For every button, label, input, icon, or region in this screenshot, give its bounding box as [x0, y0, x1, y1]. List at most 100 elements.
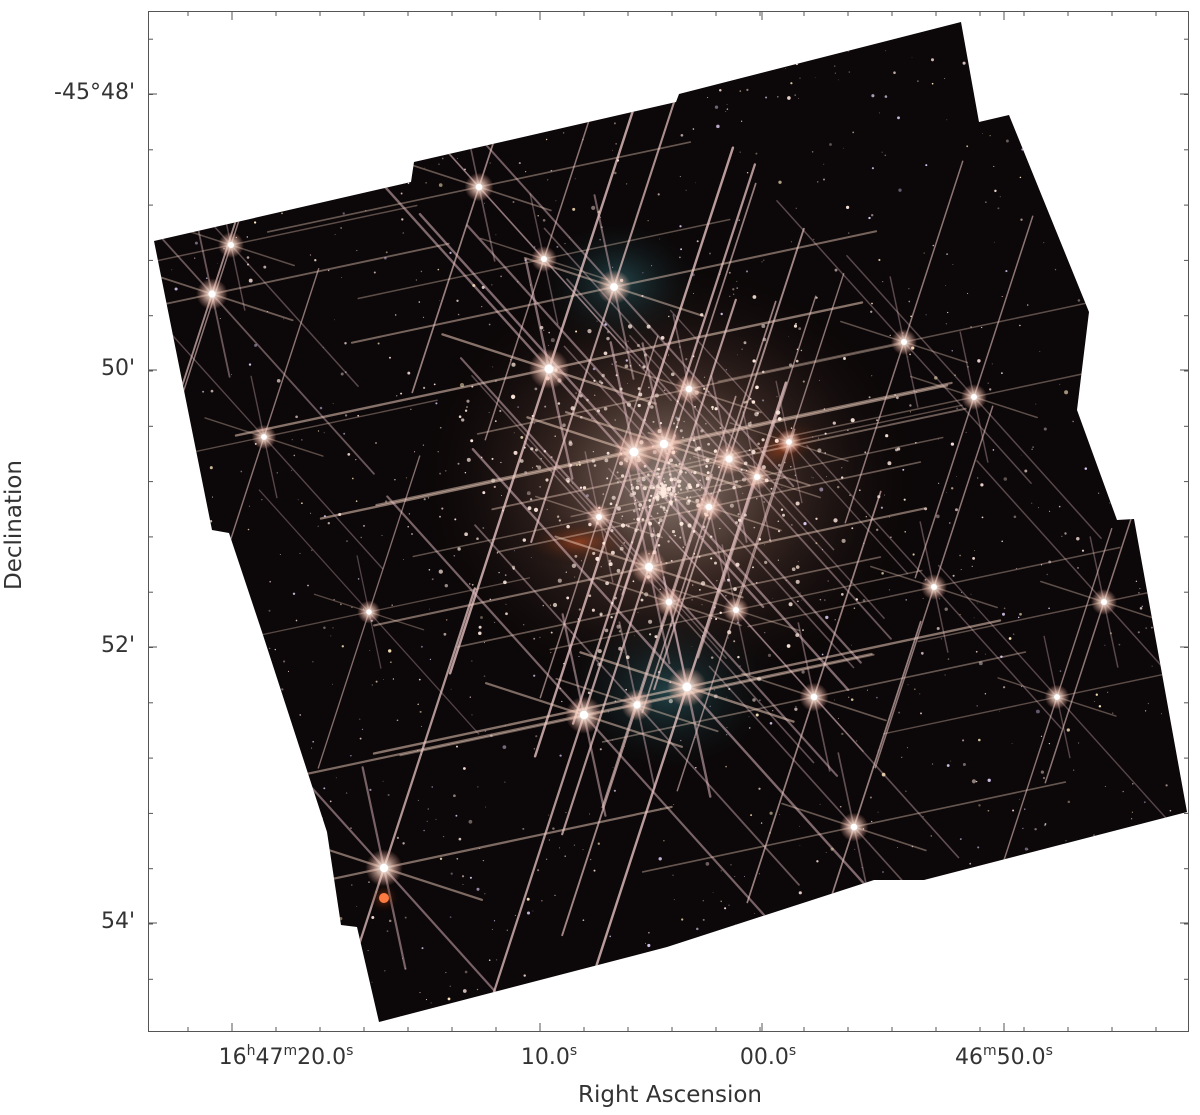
cluster-star [597, 662, 601, 667]
faint-star [1008, 637, 1012, 640]
faint-star [1064, 390, 1069, 395]
faint-star [909, 411, 911, 413]
faint-star [304, 89, 306, 91]
faint-star [760, 822, 763, 824]
faint-star [945, 491, 947, 493]
faint-star [295, 415, 298, 419]
faint-star [575, 330, 578, 333]
cluster-star [567, 480, 570, 483]
faint-star [659, 588, 661, 591]
cluster-star [606, 451, 610, 455]
faint-star [357, 414, 360, 417]
faint-star [215, 964, 218, 967]
faint-star [501, 495, 502, 497]
faint-star [585, 494, 589, 498]
faint-star [1096, 98, 1100, 102]
faint-star [980, 483, 984, 487]
faint-star [315, 188, 318, 190]
faint-star [684, 297, 686, 299]
faint-star [680, 739, 682, 742]
cluster-star [700, 486, 703, 489]
faint-star [823, 408, 826, 410]
cluster-star [687, 499, 690, 502]
faint-star [174, 287, 178, 291]
cluster-star [669, 477, 674, 482]
faint-star [248, 26, 250, 28]
cluster-star [570, 406, 575, 411]
cluster-star [648, 633, 652, 636]
faint-star [1001, 540, 1004, 543]
faint-star [790, 82, 793, 85]
faint-star [913, 688, 916, 691]
faint-star [615, 143, 617, 145]
faint-star [1145, 627, 1148, 629]
faint-star [1169, 1008, 1172, 1010]
cluster-star [851, 527, 854, 530]
cluster-star [582, 486, 587, 490]
cluster-star [667, 488, 669, 490]
faint-star [435, 402, 438, 405]
faint-star [970, 325, 973, 329]
faint-star [156, 918, 159, 921]
faint-star [856, 1023, 857, 1024]
faint-star [1082, 185, 1084, 187]
cluster-star [775, 410, 781, 415]
faint-star [1022, 1011, 1024, 1013]
faint-star [484, 202, 485, 204]
faint-star [174, 420, 176, 422]
faint-star [415, 279, 417, 281]
faint-star [761, 261, 763, 263]
faint-star [923, 252, 925, 254]
cluster-star [632, 509, 636, 513]
faint-star [1098, 37, 1100, 39]
faint-star [1127, 141, 1131, 145]
faint-star [571, 974, 573, 977]
faint-star [962, 762, 966, 767]
faint-star [843, 147, 844, 149]
faint-star [1040, 735, 1043, 737]
faint-star [165, 19, 166, 20]
faint-star [1118, 643, 1121, 646]
cluster-star [608, 559, 612, 563]
cluster-star [705, 476, 710, 481]
cluster-star [499, 409, 502, 413]
faint-star [500, 275, 502, 278]
faint-star [696, 240, 699, 243]
faint-star [790, 465, 792, 468]
faint-star [533, 637, 536, 640]
faint-star [400, 392, 403, 395]
faint-star [243, 819, 245, 821]
cluster-star [454, 518, 457, 521]
faint-star [790, 427, 793, 429]
faint-star [159, 907, 162, 909]
faint-star [952, 574, 955, 577]
faint-star [468, 819, 473, 824]
cluster-star [604, 628, 609, 633]
faint-star [736, 280, 738, 282]
faint-star [1163, 409, 1166, 412]
faint-star [344, 371, 347, 374]
cluster-star [687, 483, 692, 488]
faint-star [291, 439, 293, 441]
faint-star [898, 188, 902, 192]
faint-star [156, 108, 158, 110]
faint-star [596, 414, 598, 416]
cluster-star [749, 397, 752, 400]
faint-star [1034, 949, 1037, 953]
faint-star [815, 542, 818, 545]
faint-star [1001, 372, 1003, 374]
faint-star [351, 123, 355, 128]
faint-star [233, 1002, 235, 1004]
faint-star [1155, 625, 1157, 627]
faint-star [1018, 76, 1022, 80]
faint-star [150, 604, 151, 605]
faint-star [599, 216, 602, 218]
faint-star [182, 913, 184, 915]
cluster-star [714, 561, 717, 565]
faint-star [299, 714, 301, 716]
cluster-star [734, 480, 738, 484]
faint-star [902, 468, 905, 471]
faint-star [977, 359, 981, 363]
faint-star [534, 246, 536, 248]
cluster-star [609, 502, 613, 506]
